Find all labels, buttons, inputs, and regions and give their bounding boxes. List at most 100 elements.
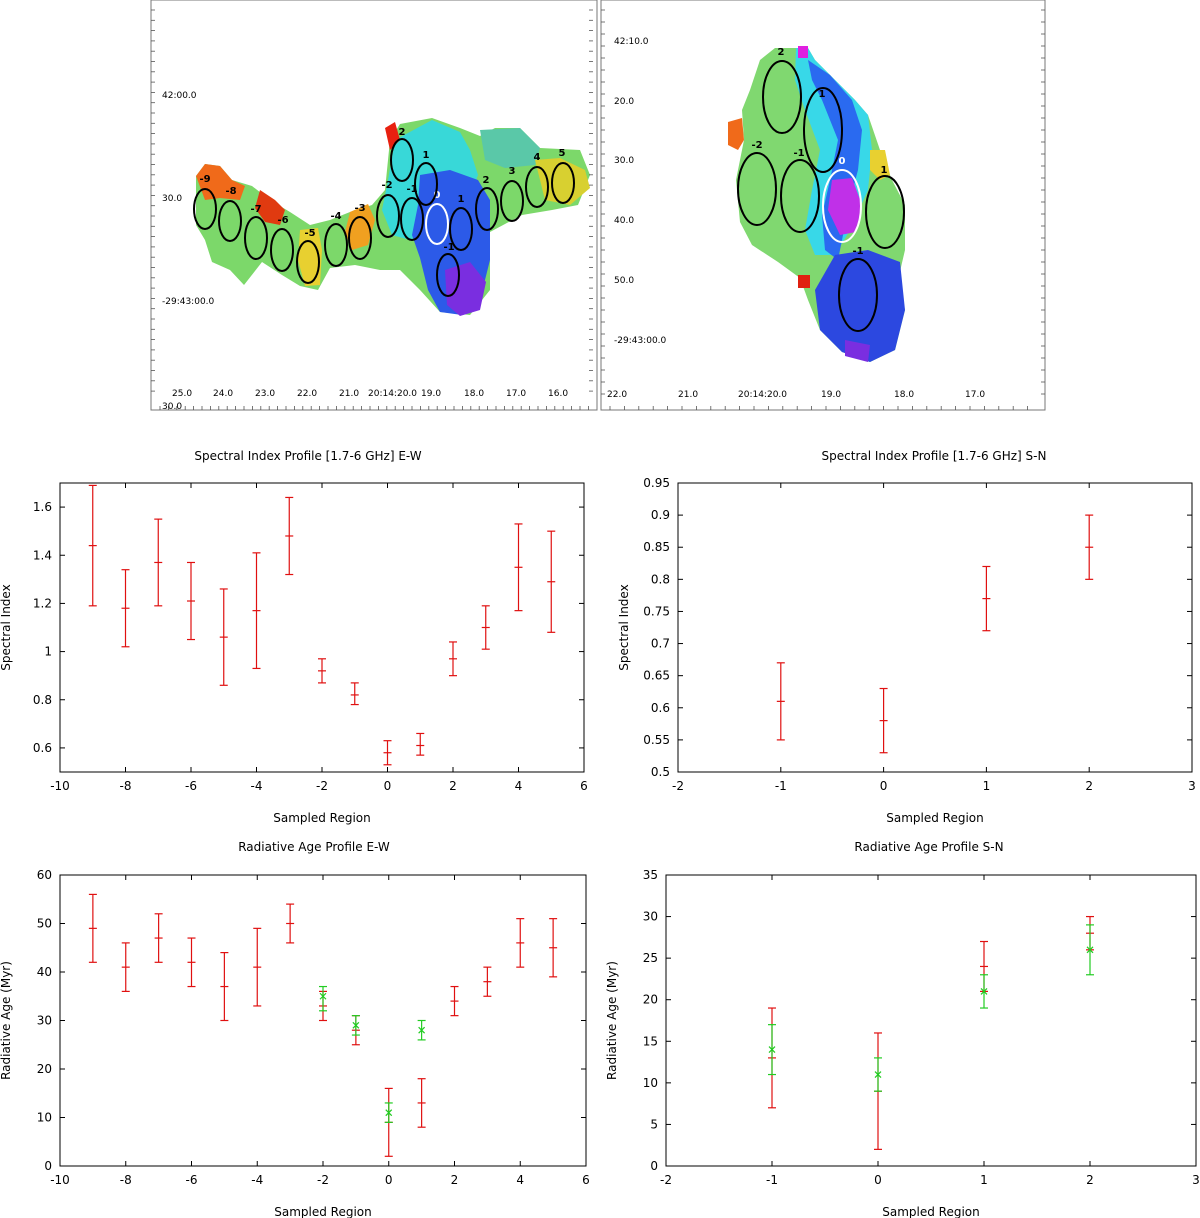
- y-tick-label: 1.6: [33, 500, 52, 514]
- y-tick-label: 0.85: [643, 540, 670, 554]
- radiative-age-ew-plot: Radiative Age Profile E-W -10 -8 -6 -4 -2 0 2 4 6…: [0, 840, 590, 1218]
- emission-patch: [870, 150, 890, 180]
- x-tick-label: -8: [120, 779, 132, 793]
- map-ew-ra-labels: 25.0 24.0 23.0 22.0 21.0 20:14:20.0 19.0…: [162, 389, 568, 412]
- y-tick-label: 10: [37, 1111, 52, 1125]
- x-tick-label: 2: [449, 779, 457, 793]
- region-label: 1: [819, 89, 826, 100]
- region-ellipse: [244, 216, 268, 260]
- x-tick-label: -2: [660, 1173, 672, 1187]
- y-tick-label: 0.8: [651, 572, 670, 586]
- data-point-x: [385, 1109, 393, 1117]
- region-ellipse: [822, 169, 862, 243]
- x-tick-label: 2: [1086, 1173, 1094, 1187]
- x-axis-label: Sampled Region: [273, 811, 371, 825]
- y-tick-label: 0.95: [643, 476, 670, 490]
- emission-patch: [808, 60, 862, 260]
- region-ellipse: [436, 253, 460, 297]
- region-label: 1: [458, 194, 465, 205]
- x-tick-label: 0: [384, 779, 392, 793]
- emission-patch: [345, 204, 375, 250]
- data-point-x: [980, 987, 988, 995]
- y-axis-label: Spectral Index: [0, 584, 13, 670]
- region-ellipse: [762, 60, 802, 134]
- emission-patch: [445, 262, 486, 316]
- data-point-x: [319, 992, 327, 1000]
- map-sn-ra-label: 19.0: [821, 390, 841, 400]
- region-ellipse: [865, 175, 905, 249]
- region-ellipse: [218, 200, 242, 242]
- chart-title: Radiative Age Profile E-W: [238, 840, 390, 854]
- x-tick-label: 1: [980, 1173, 988, 1187]
- map-sn-dec-label: 20.0: [614, 97, 634, 107]
- data-point-x: [768, 1046, 776, 1054]
- region-ellipse: [324, 223, 348, 267]
- emission-patch: [828, 178, 862, 235]
- region-label: -7: [250, 204, 261, 215]
- region-ellipse: [390, 138, 414, 182]
- y-tick-label: 40: [37, 965, 52, 979]
- x-tick-label: -1: [766, 1173, 778, 1187]
- region-ellipse: [193, 188, 217, 230]
- x-tick-label: 6: [582, 1173, 590, 1187]
- x-tick-label: 2: [1085, 779, 1093, 793]
- y-tick-label: 0.9: [651, 508, 670, 522]
- map-sn-regions: 2 1 -2 -1 0 1 -1: [737, 47, 905, 332]
- y-tick-label: 0.6: [33, 741, 52, 755]
- region-label: -2: [381, 180, 392, 191]
- plot-frame: [59, 482, 585, 773]
- region-ellipse: [475, 187, 499, 231]
- map-sn-ra-label: 17.0: [965, 390, 985, 400]
- y-tick-label: 0.55: [643, 733, 670, 747]
- region-ellipse: [780, 159, 820, 233]
- x-axis-label: Sampled Region: [274, 1205, 372, 1218]
- region-ellipse: [376, 194, 400, 238]
- region-label: 3: [509, 166, 516, 177]
- y-tick-label: 30: [37, 1014, 52, 1028]
- x-tick-label: -2: [316, 779, 328, 793]
- map-sn-ra-label: 21.0: [678, 390, 698, 400]
- y-axis-label: Radiative Age (Myr): [605, 961, 619, 1080]
- region-label: 1: [423, 150, 430, 161]
- region-ellipse: [838, 258, 878, 332]
- region-ellipse: [348, 216, 372, 260]
- region-label: 2: [778, 47, 785, 58]
- map-ew-ticks: [151, 9, 593, 410]
- map-ew-ra-label: 19.0: [421, 389, 441, 399]
- map-ew-regions: -9 -8 -7 -6 -5 -4 -3 -2 -1 0 1 2 3 4 5 2 1 -1: [193, 127, 575, 297]
- y-tick-label: 0.75: [643, 604, 670, 618]
- chart-title: Radiative Age Profile S-N: [854, 840, 1003, 854]
- map-sn-dec-label: 42:10.0: [614, 37, 649, 47]
- y-tick-label: 0.65: [643, 669, 670, 683]
- map-sn-emission: [728, 46, 905, 362]
- x-tick-label: 3: [1192, 1173, 1200, 1187]
- region-label: -1: [406, 184, 417, 195]
- emission-patch: [728, 118, 744, 150]
- x-tick-label: -10: [50, 1173, 70, 1187]
- map-ew-ra-label: 16.0: [548, 389, 568, 399]
- region-ellipse: [414, 162, 438, 206]
- region-ellipse: [525, 166, 549, 208]
- emission-patch: [255, 190, 285, 225]
- y-tick-label: 30: [643, 910, 658, 924]
- radio-map-east-west: 42:00.0 30.0 -29:43:00.0 25.0 24.0 23.0 …: [150, 0, 598, 412]
- region-ellipse: [551, 162, 575, 204]
- x-tick-label: 3: [1188, 779, 1196, 793]
- y-tick-label: 1: [44, 645, 52, 659]
- map-ew-ra-label: 25.0: [172, 389, 192, 399]
- x-axis-label: Sampled Region: [886, 811, 984, 825]
- map-sn-dec-labels: 42:10.0 20.0 30.0 40.0 50.0 -29:43:00.0: [614, 37, 667, 346]
- y-tick-label: 0: [44, 1159, 52, 1173]
- y-tick-label: 0.6: [651, 701, 670, 715]
- map-ew-dec-label: 30.0: [162, 194, 182, 204]
- map-ew-ra-label: 21.0: [339, 389, 359, 399]
- region-label: 2: [483, 175, 490, 186]
- map-sn-ra-label: 20:14:20.0: [738, 390, 787, 400]
- radio-map-south-north: 42:10.0 20.0 30.0 40.0 50.0 -29:43:00.0 …: [600, 0, 1046, 411]
- x-tick-label: 0: [880, 779, 888, 793]
- region-label: -2: [751, 140, 762, 151]
- region-label: -5: [304, 228, 315, 239]
- data-point-x: [352, 1021, 360, 1029]
- plot-frame: [677, 482, 1193, 773]
